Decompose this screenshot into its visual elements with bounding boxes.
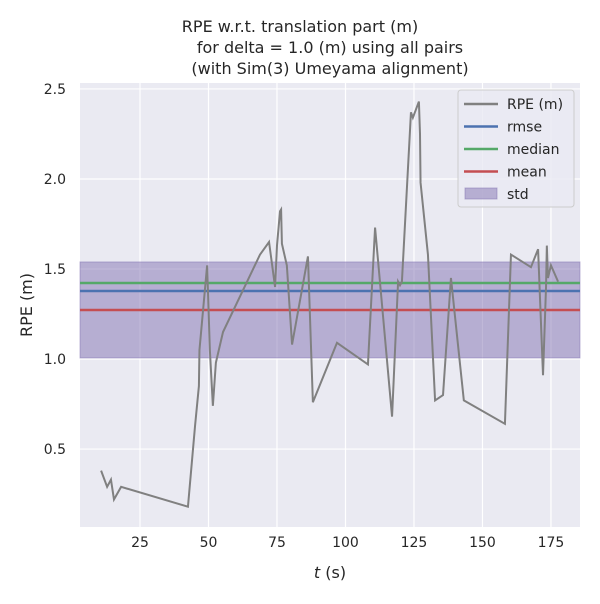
x-tick-label: 50 <box>200 535 218 551</box>
x-tick-label: 100 <box>332 535 359 551</box>
x-axis-label: t (s) <box>314 563 346 582</box>
y-tick-label: 0.5 <box>44 442 66 458</box>
y-tick-label: 1.0 <box>44 352 66 368</box>
legend: RPE (m) rmse median mean std <box>458 90 574 207</box>
legend-label: RPE (m) <box>507 97 563 113</box>
x-tick-label: 125 <box>401 535 428 551</box>
legend-label: rmse <box>507 120 542 136</box>
y-tick-label: 2.0 <box>44 172 66 188</box>
legend-swatch-std <box>465 188 497 199</box>
legend-label: std <box>507 187 529 203</box>
x-tick-label: 150 <box>469 535 496 551</box>
x-axis-label-unit: (s) <box>320 563 346 582</box>
y-axis-label: RPE (m) <box>17 273 36 337</box>
chart-title-line-3: (with Sim(3) Umeyama alignment) <box>191 59 468 78</box>
x-tick-label: 25 <box>131 535 149 551</box>
chart-title-line-2: for delta = 1.0 (m) using all pairs <box>197 38 463 57</box>
legend-label: mean <box>507 165 547 181</box>
chart-title-line-1: RPE w.r.t. translation part (m) <box>182 17 418 36</box>
y-tick-label: 1.5 <box>44 262 66 278</box>
y-tick-label: 2.5 <box>44 82 66 98</box>
x-tick-label: 75 <box>268 535 286 551</box>
x-tick-label: 175 <box>538 535 565 551</box>
legend-label: median <box>507 142 559 158</box>
